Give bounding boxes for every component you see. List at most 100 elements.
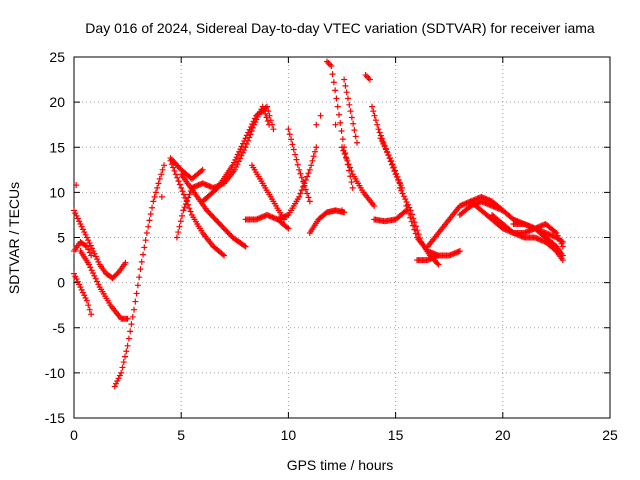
data-point [114, 377, 121, 384]
x-axis-label: GPS time / hours [287, 457, 394, 473]
series-arc-ad [510, 220, 566, 259]
data-point [376, 129, 383, 136]
data-point [82, 242, 89, 249]
data-point [87, 242, 94, 249]
data-point [395, 177, 402, 184]
data-point [354, 139, 361, 146]
data-point [434, 260, 441, 267]
data-point [381, 143, 388, 150]
data-point [250, 118, 257, 125]
data-point [179, 188, 186, 195]
data-point [377, 135, 384, 142]
data-point [242, 135, 249, 142]
series-arc-n [274, 144, 320, 223]
data-point [380, 140, 387, 147]
x-tick-label: 15 [388, 427, 404, 443]
data-point [311, 148, 318, 155]
series-arc-u [377, 135, 403, 187]
y-tick-label: 15 [49, 139, 65, 155]
data-point [74, 215, 81, 222]
data-point [289, 141, 296, 148]
data-point [82, 294, 89, 301]
y-tick-label: -5 [53, 320, 66, 336]
data-point [308, 162, 315, 169]
data-point [396, 184, 403, 191]
data-point [219, 251, 226, 258]
data-point [182, 195, 189, 202]
data-point [91, 272, 98, 279]
data-point [88, 267, 95, 274]
data-point [382, 146, 389, 153]
data-point [88, 311, 95, 318]
data-point [94, 256, 101, 263]
data-point [116, 372, 123, 379]
y-tick-label: 10 [49, 184, 65, 200]
data-point [95, 281, 102, 288]
data-point [374, 121, 381, 128]
data-point [124, 342, 131, 349]
data-point [186, 191, 193, 198]
data-point [161, 162, 168, 169]
data-point [328, 63, 335, 70]
data-point [386, 154, 393, 161]
data-point [170, 164, 177, 171]
data-point [371, 112, 378, 119]
data-point [180, 191, 187, 198]
data-point [340, 147, 347, 154]
data-point [390, 164, 397, 171]
data-point [143, 229, 150, 236]
data-point [213, 185, 220, 192]
data-point [90, 270, 97, 277]
x-tick-label: 5 [177, 427, 185, 443]
data-point [385, 152, 392, 159]
data-point [302, 176, 309, 183]
data-point [199, 166, 206, 173]
data-point [412, 223, 419, 230]
data-point [77, 284, 84, 291]
data-point [152, 189, 159, 196]
data-point [74, 278, 81, 285]
data-point [86, 306, 93, 313]
data-point [178, 184, 185, 191]
series-arc-q [341, 76, 361, 146]
series-arc-o [306, 207, 348, 236]
data-point [349, 184, 356, 191]
data-point [94, 278, 101, 285]
data-point [408, 211, 415, 218]
data-point [306, 198, 313, 205]
data-point [347, 164, 354, 171]
data-point [243, 132, 250, 139]
data-point [77, 220, 84, 227]
data-point [293, 156, 300, 163]
data-point [81, 292, 88, 299]
data-point [92, 253, 99, 260]
data-point [177, 218, 184, 225]
data-point [115, 375, 122, 382]
data-point [90, 248, 97, 255]
data-point [198, 167, 205, 174]
x-tick-label: 0 [70, 427, 78, 443]
data-point [245, 129, 252, 136]
data-point [456, 248, 463, 255]
data-point [304, 173, 311, 180]
data-point [71, 207, 77, 214]
data-point [265, 108, 272, 115]
data-point [348, 179, 355, 186]
data-point [267, 117, 274, 124]
data-point [414, 227, 421, 234]
data-point [132, 298, 139, 305]
data-point [305, 194, 312, 201]
data-point [406, 204, 413, 211]
data-point [234, 161, 241, 168]
data-point [221, 252, 228, 259]
series-arc-m [285, 126, 313, 205]
x-tick-label: 25 [602, 427, 618, 443]
data-point [241, 242, 248, 249]
data-point [82, 231, 89, 238]
data-point [78, 286, 85, 293]
data-point [416, 235, 423, 242]
data-point [297, 190, 304, 197]
data-point [553, 229, 560, 236]
data-point [372, 117, 379, 124]
